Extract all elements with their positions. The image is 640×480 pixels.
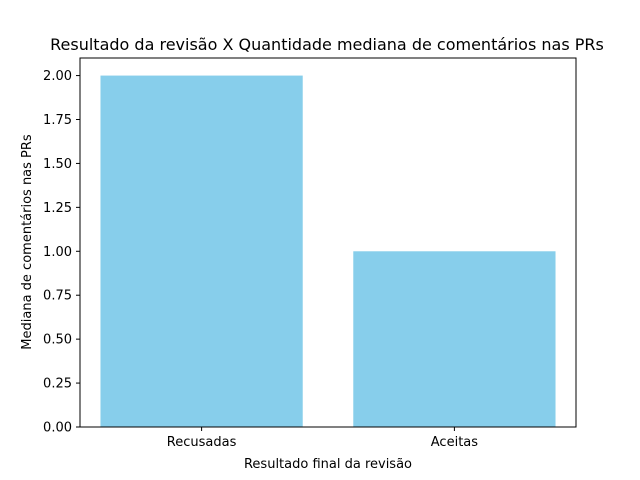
plot-frame — [79, 57, 577, 428]
bar-aceitas — [353, 251, 556, 427]
y-tick-label: 1.25 — [43, 201, 72, 216]
y-axis-label: Mediana de comentários nas PRs — [20, 134, 35, 350]
y-tick-label: 1.00 — [43, 245, 72, 260]
y-tick-label: 1.50 — [43, 157, 72, 172]
y-tick-label: 1.75 — [43, 113, 72, 128]
y-axis: 0.00 0.25 0.50 0.75 1.00 1.25 1.50 1.75 2.00 — [43, 69, 80, 436]
y-tick-label: 0.25 — [43, 377, 72, 392]
bar-recusadas — [100, 75, 303, 428]
y-tick-label: 0.50 — [43, 333, 72, 348]
x-axis: Recusadas Aceitas — [167, 427, 478, 450]
bars-group — [100, 75, 556, 428]
chart-title: Resultado da revisão X Quantidade median… — [50, 35, 604, 54]
x-tick-label: Aceitas — [431, 435, 478, 450]
y-tick-label: 0.00 — [43, 421, 72, 436]
x-tick-label: Recusadas — [167, 435, 237, 450]
x-axis-label: Resultado final da revisão — [244, 457, 412, 472]
y-tick-label: 2.00 — [43, 69, 72, 84]
y-tick-label: 0.75 — [43, 289, 72, 304]
